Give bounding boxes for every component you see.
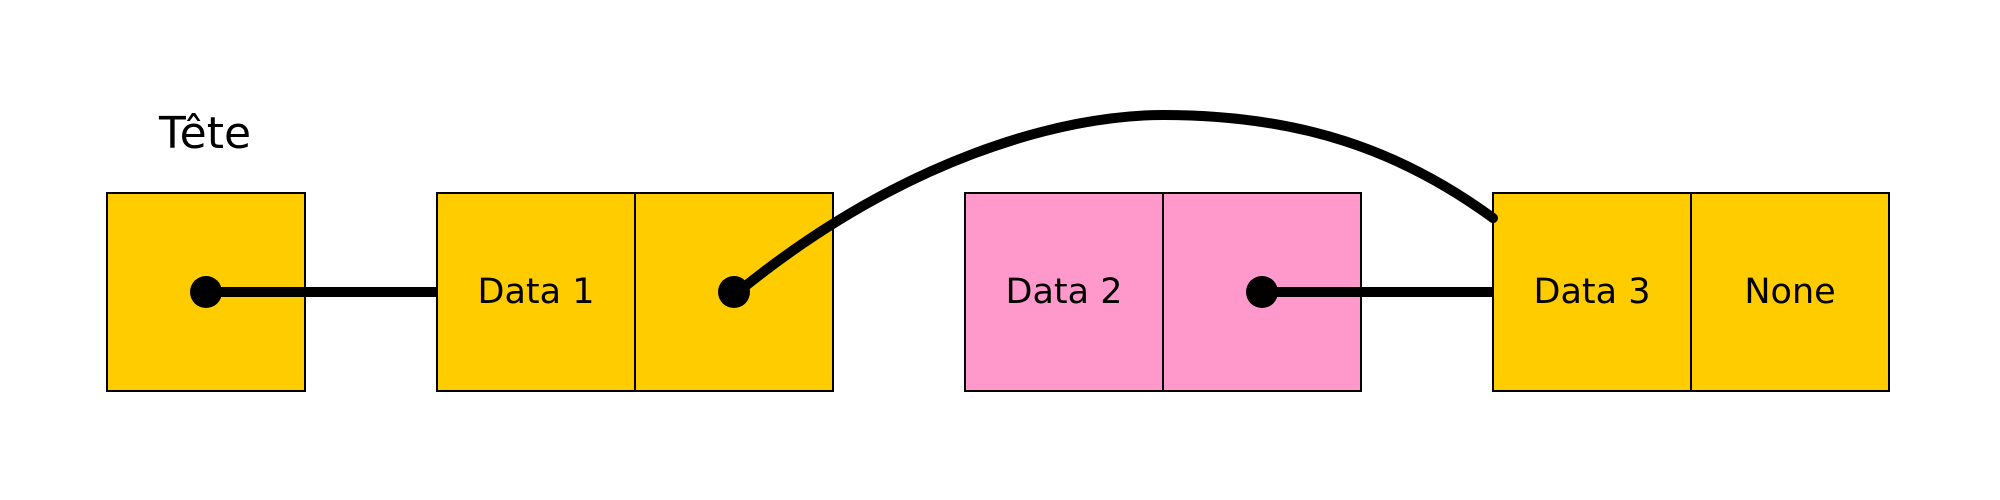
head-label: Tête xyxy=(158,108,251,159)
node-3-next-cell xyxy=(1690,192,1890,392)
node-3: Data 3 None xyxy=(1492,192,1890,392)
node-1-data-cell xyxy=(436,192,636,392)
node-1-to-node-3-bypass-arrow xyxy=(733,109,1498,297)
node-2: Data 2 xyxy=(964,192,1362,392)
node-3-data-label: Data 3 xyxy=(1534,272,1651,312)
node-2-data-cell xyxy=(964,192,1164,392)
node-3-next-label: None xyxy=(1744,272,1835,312)
node-1-data-label: Data 1 xyxy=(478,272,595,312)
node-1: Data 1 xyxy=(436,192,834,392)
node-2-data-label: Data 2 xyxy=(1006,272,1123,312)
node-3-data-cell xyxy=(1492,192,1692,392)
